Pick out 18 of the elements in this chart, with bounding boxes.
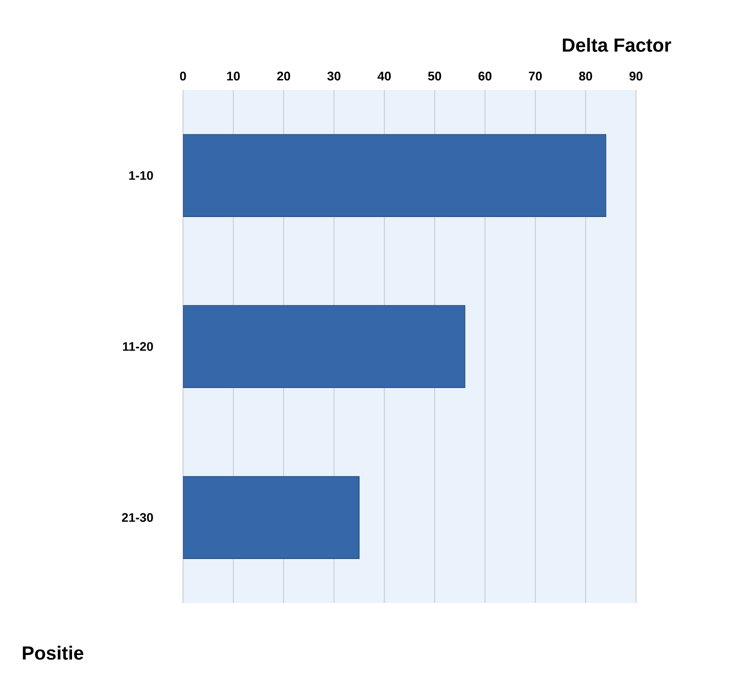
x-tick-label: 80 [579,72,592,80]
x-tick-label: 60 [478,72,492,80]
x-tick-label: 50 [428,72,442,80]
x-tick-label: 30 [327,72,340,80]
x-tick-label: 0 [180,72,186,80]
x-tick-label: 20 [277,72,290,80]
y-tick-label: 21-30 [122,513,153,522]
y-tick-label: 1-10 [129,171,153,180]
bar [183,305,466,388]
x-tick-label: 10 [227,72,240,80]
x-tick-label: 40 [378,72,391,80]
y-tick-label: 11-20 [122,342,153,351]
x-tick-label: 70 [528,72,542,80]
bar [183,134,606,217]
y-axis-title: Positie [22,646,84,660]
bar [183,476,360,559]
x-tick-label: 90 [629,72,642,80]
x-axis-title: Delta Factor [562,38,672,52]
